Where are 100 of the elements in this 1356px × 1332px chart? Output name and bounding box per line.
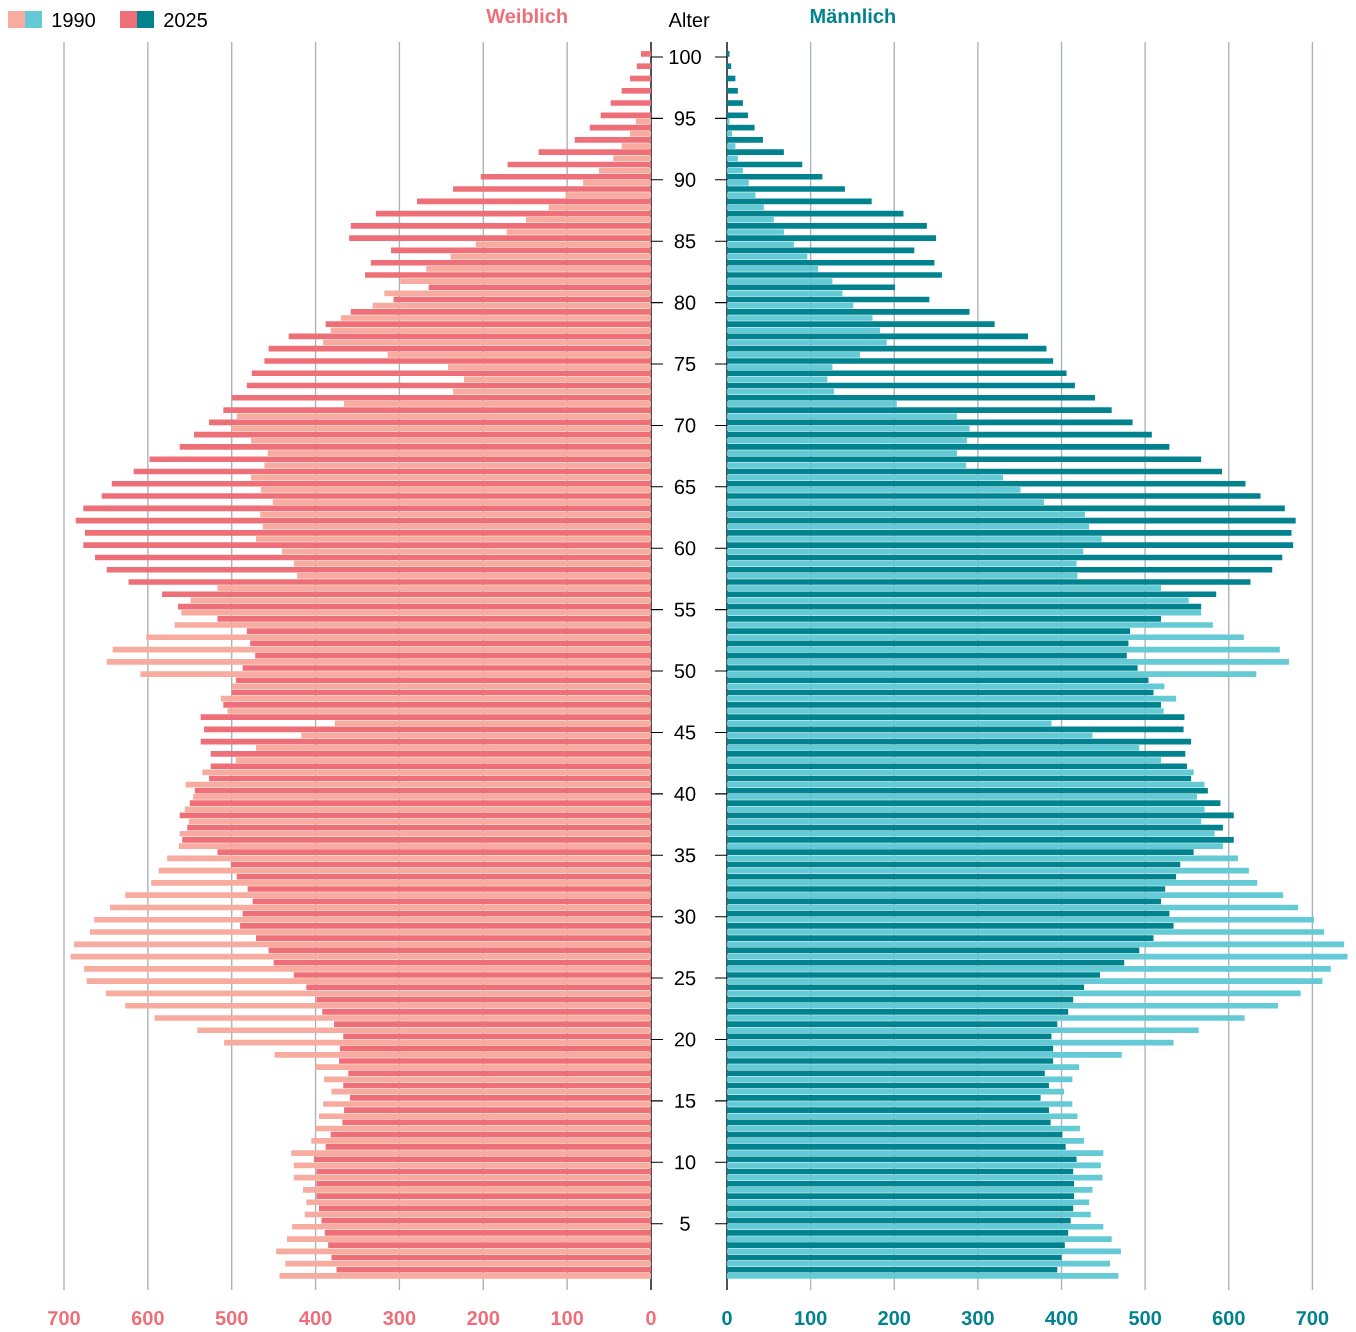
bar: [727, 788, 1208, 794]
bar: [101, 493, 651, 499]
bar: [315, 1064, 651, 1071]
x-tick-label: 300: [961, 1311, 994, 1326]
bar: [727, 438, 968, 444]
bar: [727, 542, 1294, 549]
bar: [297, 573, 651, 579]
y-tick-label: 65: [674, 479, 696, 495]
bar: [727, 118, 730, 125]
bar: [583, 180, 651, 186]
x-tick-label: 400: [299, 1311, 332, 1326]
bar: [727, 794, 1197, 800]
bar: [242, 665, 651, 671]
bar: [178, 843, 651, 849]
bar: [727, 198, 872, 205]
bar: [86, 978, 651, 985]
bar: [727, 321, 995, 328]
bar: [292, 1224, 651, 1230]
bar: [193, 794, 651, 800]
bar: [179, 831, 651, 837]
bar: [727, 652, 1127, 659]
bar: [273, 960, 651, 966]
x-tick-label: 0: [646, 1311, 656, 1326]
y-tick-label: 50: [674, 664, 696, 679]
x-tick-label: 700: [48, 1311, 80, 1326]
bar: [181, 610, 651, 616]
bar: [727, 174, 823, 180]
bar: [727, 1230, 1069, 1236]
bar: [727, 585, 1162, 592]
bar: [197, 1027, 651, 1034]
bar: [231, 395, 651, 401]
bar: [727, 524, 1090, 530]
y-tick-label: 55: [674, 602, 696, 617]
bar: [247, 886, 651, 892]
y-tick-label: 10: [675, 1155, 696, 1170]
bar: [727, 972, 1100, 978]
bar: [727, 88, 738, 94]
x-tick-label: 100: [551, 1311, 583, 1326]
bar: [727, 1187, 1093, 1193]
bar: [727, 266, 819, 272]
bar: [182, 837, 651, 843]
bar: [727, 1058, 1054, 1064]
bar: [217, 585, 651, 592]
bar: [727, 1150, 1104, 1157]
bar: [727, 1236, 1112, 1242]
bar: [727, 1027, 1199, 1034]
bar: [727, 616, 1162, 622]
bar: [223, 407, 651, 414]
bar: [621, 143, 651, 149]
bar: [727, 1002, 1279, 1009]
bar: [210, 763, 651, 770]
bar: [727, 567, 1273, 573]
bar: [324, 1230, 651, 1236]
bar: [387, 352, 651, 358]
bar: [727, 241, 794, 248]
bar: [727, 849, 1194, 856]
bar: [727, 806, 1205, 813]
bar: [574, 137, 651, 143]
bar: [727, 665, 1138, 671]
bar: [621, 88, 651, 94]
bar: [74, 941, 651, 948]
y-tick-label: 20: [674, 1032, 696, 1047]
bar: [727, 536, 1102, 542]
chart-title: Weiblich: [486, 8, 567, 24]
bar: [349, 235, 651, 242]
bar: [727, 1242, 1065, 1249]
x-tick-label: 400: [1045, 1311, 1078, 1326]
bar: [727, 100, 743, 106]
bar: [727, 137, 763, 143]
bar: [348, 1070, 651, 1077]
bar: [727, 1144, 1066, 1150]
bar: [217, 616, 651, 622]
bar: [727, 1021, 1058, 1028]
bar: [727, 1138, 1085, 1144]
bar: [727, 720, 1052, 727]
bar: [727, 874, 1177, 880]
x-tick-label: 500: [215, 1311, 248, 1326]
bar: [344, 401, 651, 407]
x-tick-label: 600: [131, 1311, 164, 1326]
y-tick-label: 100: [669, 50, 701, 65]
bar: [727, 880, 1258, 886]
bar: [125, 1002, 651, 1009]
bar: [727, 186, 845, 192]
bar: [189, 800, 651, 806]
bar: [727, 1193, 1075, 1199]
y-tick-label: 30: [674, 909, 696, 924]
bar: [727, 413, 957, 420]
bar: [727, 634, 1244, 641]
bar: [565, 192, 651, 199]
bar: [256, 745, 651, 751]
bar: [727, 1267, 1058, 1273]
x-tick-label: 100: [795, 1311, 827, 1326]
bar: [727, 530, 1292, 536]
bar: [727, 1107, 1049, 1114]
bar: [370, 259, 651, 266]
bar: [174, 622, 651, 628]
bar: [727, 259, 935, 266]
bar: [727, 1156, 1077, 1163]
bar: [334, 1021, 651, 1028]
bar: [727, 757, 1162, 764]
